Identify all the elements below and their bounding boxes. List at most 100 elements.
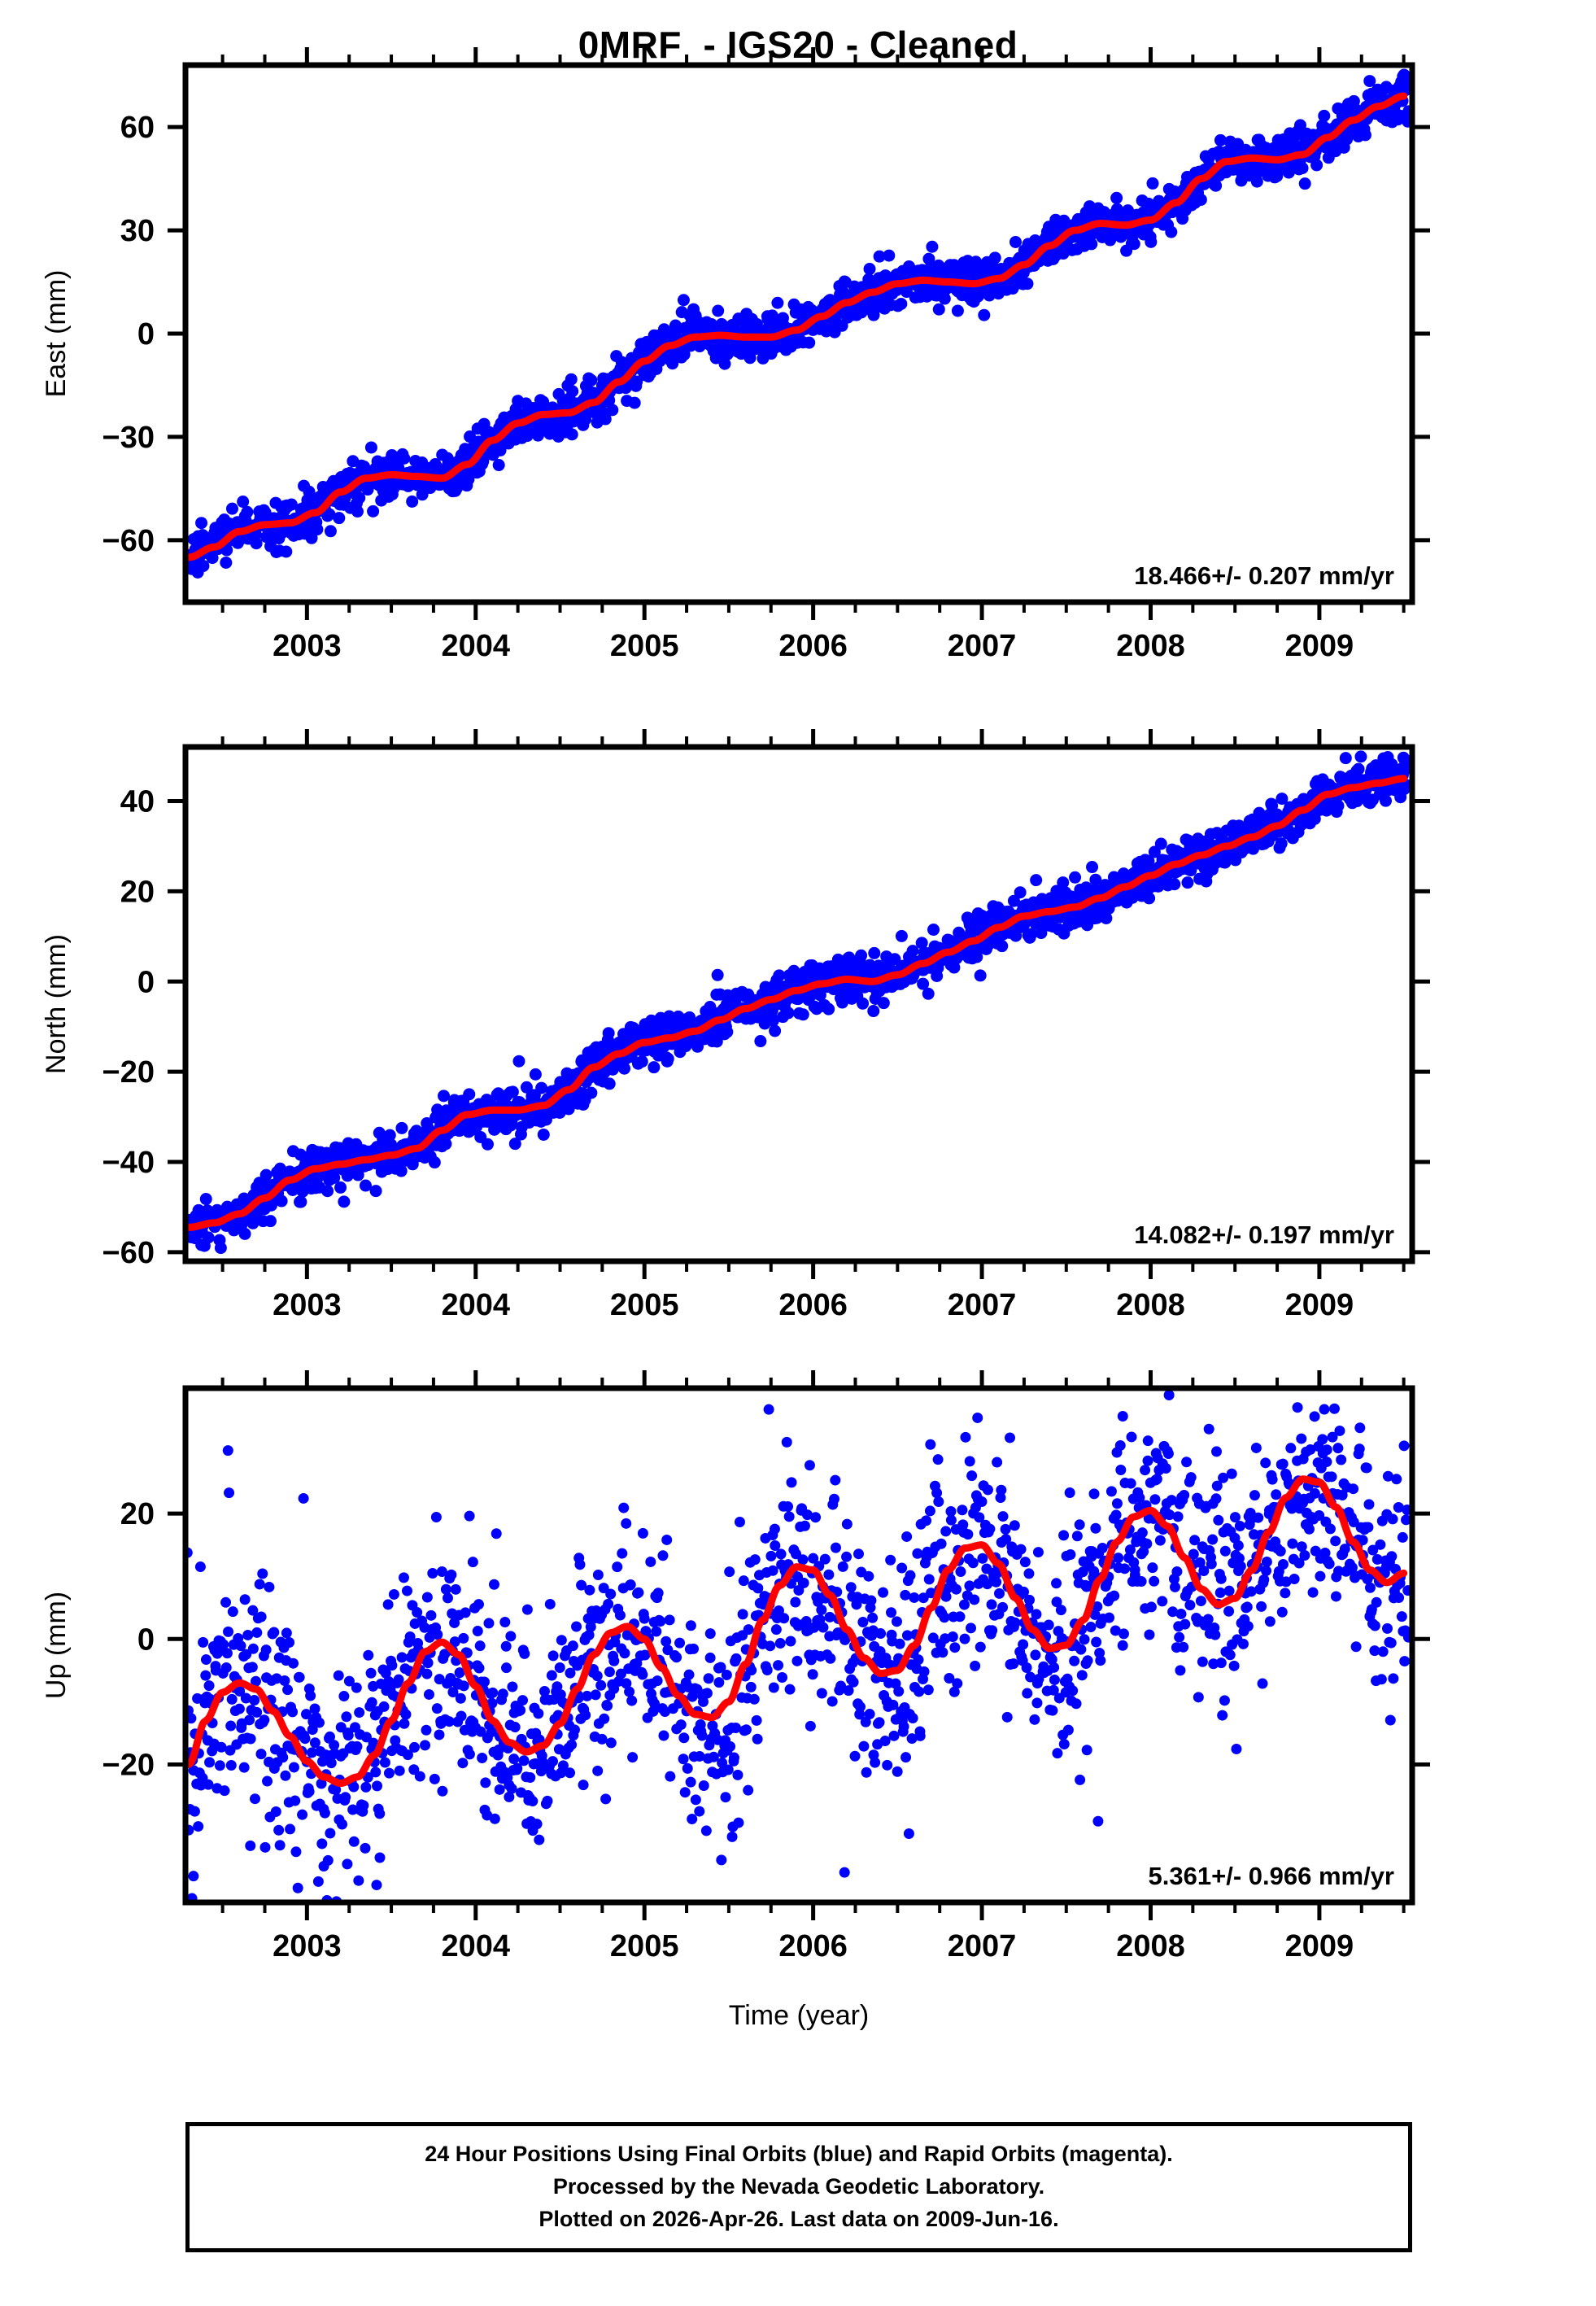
data-point: [305, 1690, 316, 1701]
data-point: [1287, 1538, 1298, 1549]
data-point: [237, 496, 250, 509]
data-points-east-component: [185, 68, 1412, 579]
data-point: [743, 1784, 754, 1796]
data-point: [839, 1867, 850, 1878]
data-point: [457, 1758, 469, 1769]
data-point: [1136, 1576, 1147, 1588]
data-point: [639, 1649, 651, 1661]
data-point: [520, 1081, 533, 1094]
data-point: [264, 1215, 277, 1228]
data-point: [429, 1773, 440, 1784]
data-point: [800, 1616, 812, 1627]
data-point: [935, 1538, 947, 1549]
data-point: [512, 1055, 525, 1068]
data-point: [966, 1470, 978, 1482]
data-point: [1141, 1538, 1153, 1549]
data-point: [651, 1626, 662, 1637]
data-point: [402, 1749, 413, 1761]
data-point: [940, 1526, 952, 1537]
data-point: [340, 1792, 351, 1803]
data-point: [619, 1648, 630, 1659]
data-point: [700, 1825, 712, 1837]
data-point: [887, 1699, 899, 1710]
data-point: [1380, 794, 1393, 807]
data-point: [504, 1791, 515, 1802]
rate-annotation-east-component: 18.466+/- 0.207 mm/yr: [1134, 561, 1394, 590]
data-point: [1257, 1678, 1268, 1689]
data-point: [337, 1819, 348, 1830]
data-point: [1194, 193, 1207, 206]
data-point: [773, 969, 786, 982]
data-point: [249, 1694, 260, 1705]
data-point: [464, 1510, 475, 1522]
data-point: [1215, 1573, 1227, 1584]
data-point: [438, 1090, 451, 1103]
data-point: [220, 1662, 232, 1673]
data-point: [948, 961, 961, 974]
data-point: [786, 1477, 797, 1488]
data-point: [906, 945, 919, 958]
data-point: [204, 1757, 216, 1768]
data-point: [819, 1553, 831, 1565]
data-point: [280, 545, 293, 558]
data-point: [494, 443, 507, 456]
data-point: [1057, 876, 1070, 889]
data-point: [1258, 1574, 1270, 1585]
data-point: [982, 1484, 993, 1496]
data-point: [1326, 1471, 1337, 1483]
data-point: [299, 1733, 311, 1745]
data-point: [338, 1195, 351, 1208]
data-point: [932, 1454, 944, 1465]
data-point: [1051, 1578, 1062, 1589]
data-point: [1136, 1527, 1148, 1539]
data-point: [917, 977, 930, 990]
data-point: [754, 1035, 767, 1048]
data-point: [1114, 1439, 1126, 1451]
data-point: [547, 1756, 558, 1767]
data-point: [830, 1542, 841, 1553]
data-point: [848, 1676, 859, 1688]
data-point: [333, 512, 346, 525]
data-point: [740, 1724, 752, 1736]
data-point: [1275, 837, 1288, 850]
data-point: [612, 1561, 623, 1573]
data-point: [713, 1677, 725, 1688]
data-point: [554, 1662, 565, 1674]
data-point: [486, 1697, 498, 1709]
data-point: [378, 1701, 390, 1712]
data-point: [480, 1777, 491, 1788]
data-point: [857, 1616, 869, 1627]
data-point: [401, 1585, 412, 1596]
data-point: [371, 1880, 382, 1891]
data-point: [991, 1576, 1002, 1588]
data-point: [600, 1793, 612, 1805]
data-point: [534, 1834, 545, 1845]
data-point: [1330, 1535, 1341, 1547]
data-point: [966, 1622, 977, 1634]
data-point: [1317, 1434, 1328, 1445]
y-tick-label: −60: [102, 524, 155, 558]
data-point: [829, 1493, 840, 1505]
data-point: [720, 1792, 731, 1803]
axis-ticks-north-component: 2003 2004 2005 2006 2007 2008 2009−60−40−20020…: [102, 729, 1430, 1322]
data-point: [281, 1627, 292, 1639]
data-point: [685, 1776, 696, 1788]
data-point: [599, 413, 612, 426]
data-point: [1048, 1684, 1059, 1696]
data-point: [688, 1643, 700, 1654]
data-point: [214, 1242, 227, 1255]
data-point: [341, 1711, 352, 1723]
data-point: [473, 1662, 485, 1674]
data-point: [1001, 1534, 1012, 1545]
data-point: [1000, 1523, 1011, 1535]
data-point: [712, 304, 725, 317]
data-point: [797, 1554, 809, 1566]
data-point: [867, 1612, 879, 1623]
data-point: [959, 1633, 970, 1644]
data-point: [771, 296, 784, 309]
data-point: [722, 1764, 734, 1775]
data-point: [914, 1686, 925, 1697]
data-point: [194, 1561, 206, 1573]
data-point: [1154, 837, 1167, 850]
